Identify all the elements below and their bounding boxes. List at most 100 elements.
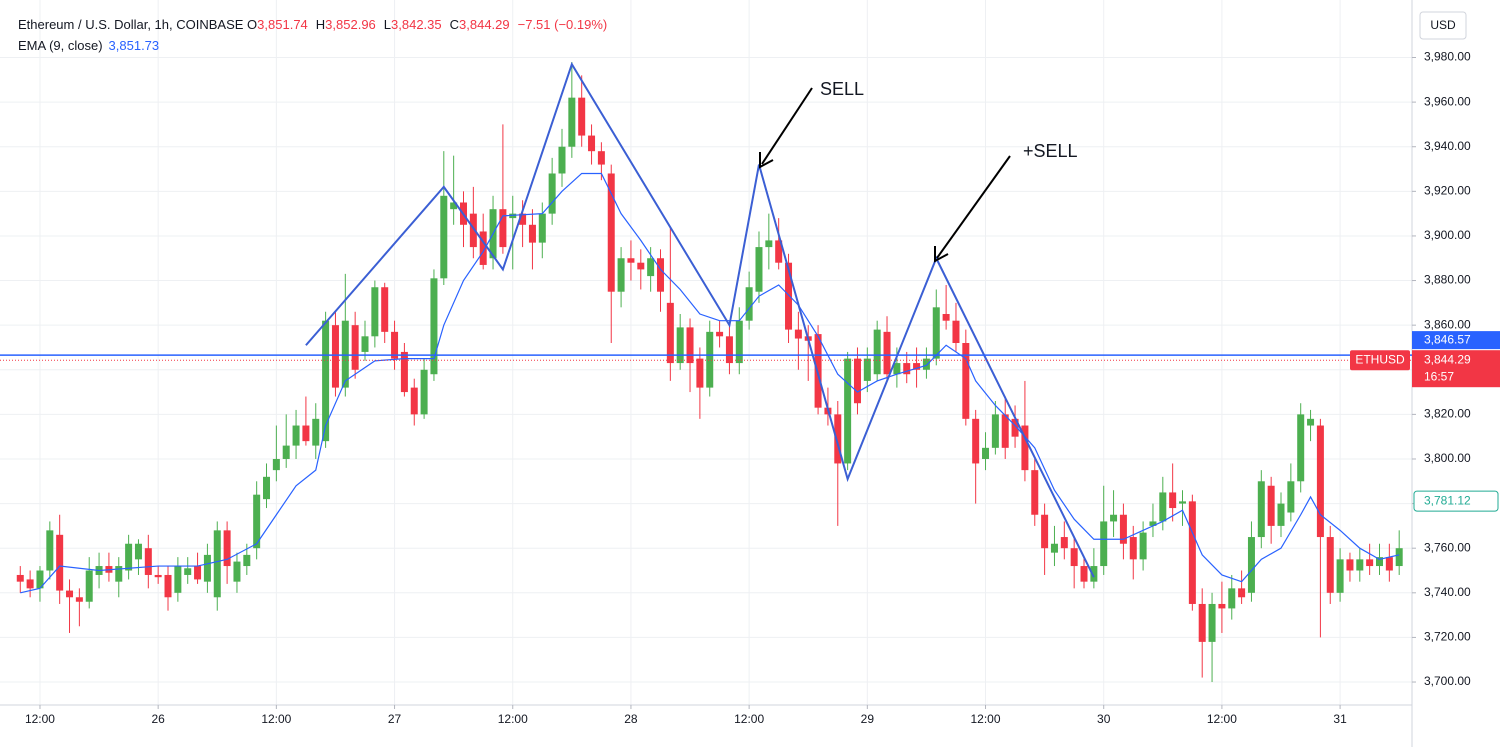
plot (16, 61, 1403, 683)
currency: USD (1430, 18, 1456, 32)
candle-body (1119, 514, 1127, 544)
candle-body (391, 331, 399, 359)
candle-body (725, 336, 733, 364)
candle-body (873, 329, 881, 375)
candle-body (794, 329, 802, 339)
candle-body (834, 414, 842, 464)
candle-body (735, 320, 743, 364)
candle-body (292, 425, 300, 446)
symbol-label-box (1350, 350, 1410, 371)
field-value: 3,844.29 (459, 17, 510, 32)
candle-body (558, 146, 566, 174)
candle-body (371, 287, 379, 337)
candle-body (597, 151, 605, 165)
candle-body (125, 543, 133, 571)
candle-body (1395, 548, 1403, 567)
candle-body (607, 173, 615, 292)
y-tick-label: 3,860.00 (1424, 317, 1471, 331)
candle-body (745, 287, 753, 321)
x-tick-label: 12:00 (25, 712, 55, 726)
candle-body (164, 574, 172, 598)
y-tick-label: 3,760.00 (1424, 540, 1471, 554)
legend: Ethereum / U.S. Dollar, 1h, COINBASE O3,… (18, 14, 615, 56)
candle-body (1090, 566, 1098, 582)
candle-body (134, 543, 142, 560)
indicator-value: 3,851.73 (108, 38, 160, 53)
candle-body (1110, 514, 1118, 522)
candle-body (1228, 588, 1236, 609)
candle-body (1050, 543, 1058, 553)
candle-body (1385, 557, 1393, 571)
ema-line (20, 172, 1400, 594)
candle-body (1356, 559, 1364, 571)
x-tick-label: 29 (861, 712, 875, 726)
grid (0, 0, 1412, 705)
x-tick-label: 28 (624, 712, 638, 726)
candle-body (56, 534, 64, 591)
candle-body (1287, 481, 1295, 513)
candle-body (1001, 414, 1009, 448)
candle-body (578, 97, 586, 136)
candle-body (637, 262, 645, 270)
candle-body (755, 247, 763, 292)
candle-body (1159, 492, 1167, 522)
candle-body (519, 213, 527, 225)
countdown: 16:57 (1424, 369, 1454, 383)
candle-body (1346, 559, 1354, 571)
candle-body (272, 458, 280, 471)
x-tick-label: 12:00 (498, 712, 528, 726)
marker-label: 3,781.12 (1424, 493, 1471, 507)
candle-body (1149, 521, 1157, 526)
annotation: +SELL (1023, 141, 1078, 161)
candle-body (312, 418, 320, 446)
candle-body (1316, 425, 1324, 538)
candle-body (16, 574, 24, 582)
field-key: H (315, 17, 326, 32)
candle-body (440, 195, 448, 279)
candle-body (75, 597, 83, 602)
candle-body (26, 579, 34, 589)
indicator-name: EMA (9, close) (18, 38, 103, 53)
price-label: 3,846.57 (1424, 332, 1471, 346)
candle-body (302, 425, 310, 442)
candle-body (1041, 514, 1049, 549)
candle-body (647, 258, 655, 277)
candle-body (351, 325, 359, 370)
annotation: SELL (820, 79, 864, 99)
candle-body (263, 476, 271, 500)
candle-body (1021, 425, 1029, 471)
candle-body (706, 331, 714, 388)
field-value: 3,842.35 (391, 17, 442, 32)
x-tick-label: 12:00 (734, 712, 764, 726)
candle-body (656, 258, 664, 292)
y-tick-label: 3,700.00 (1424, 674, 1471, 688)
price-label-box (1412, 331, 1500, 350)
x-tick-label: 31 (1333, 712, 1347, 726)
candle-body (982, 447, 990, 459)
candle-body (972, 418, 980, 464)
candle-body (154, 574, 162, 578)
marker-box (1413, 490, 1499, 512)
arrow-head (934, 246, 949, 263)
candle-body (932, 307, 940, 359)
candle-body (341, 320, 349, 388)
candle-body (1375, 557, 1383, 567)
candle-body (85, 570, 93, 602)
candle-body (1198, 603, 1206, 642)
candle-body (716, 331, 724, 337)
x-tick-label: 12:00 (971, 712, 1001, 726)
y-tick-label: 3,900.00 (1424, 228, 1471, 242)
candle-body (903, 363, 911, 375)
y-tick-label: 3,740.00 (1424, 585, 1471, 599)
candle-body (538, 213, 546, 243)
candle-body (696, 358, 704, 388)
x-tick-label: 12:00 (1207, 712, 1237, 726)
candle-body (883, 331, 891, 375)
candle-body (174, 566, 182, 593)
candle-body (1060, 537, 1068, 549)
candle-body (588, 135, 596, 152)
currency-box[interactable] (1419, 11, 1467, 40)
field-key: L (383, 17, 392, 32)
candle-body (361, 336, 369, 352)
candle-body (893, 363, 901, 375)
